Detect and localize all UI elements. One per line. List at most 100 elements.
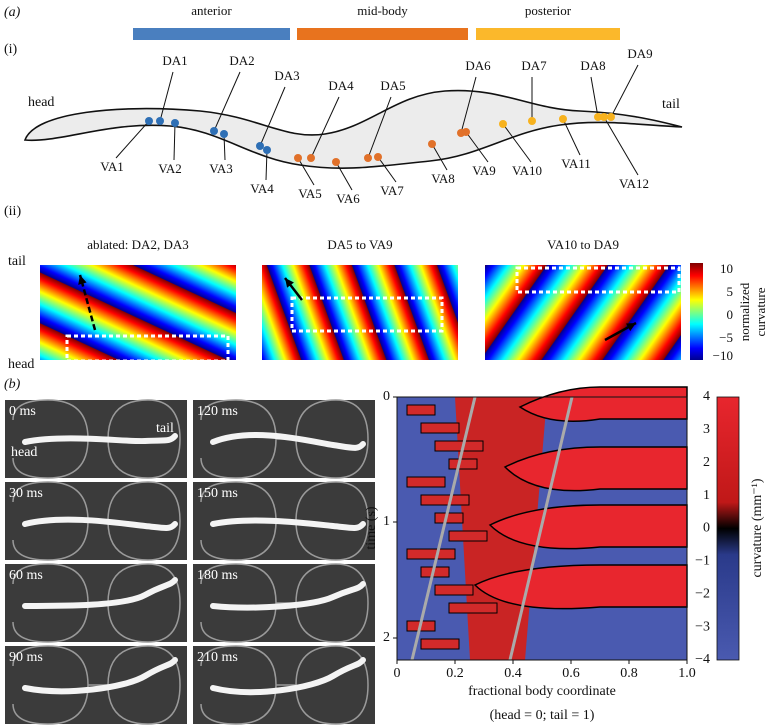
neuron-label: VA1 [100,159,124,174]
x-tick-label: 0.8 [620,666,638,681]
worm [22,577,178,609]
ablation-box [515,266,681,294]
colorbar-tick-label: 0 [703,521,710,536]
neuron-pointer [562,118,581,156]
neuron-label: VA12 [619,176,649,191]
x-tick-label: 0 [394,666,401,681]
neuron-pointer [265,149,268,181]
neuron-label: DA4 [328,78,354,93]
colorbar-label: curvature (mm⁻¹) [750,478,765,577]
neuron-label: VA4 [250,181,274,196]
kymo-patch [448,530,488,542]
heatmap-title: VA10 to DA9 [547,237,619,252]
colorbar-tick-label: −1 [695,554,710,569]
panel-label: (b) [4,377,21,392]
neuron-pointer [590,76,599,118]
neuron-pointer [213,71,241,132]
kymo-patch [434,584,474,596]
layer: (a) anterior mid-body posterior (i) head tail D… [4,3,768,725]
neuron-label: DA9 [627,46,652,61]
neuron [294,154,302,162]
neuron [499,120,507,128]
neuron [156,117,164,125]
neuron [220,130,228,138]
neuron-label: VA7 [380,183,404,198]
neuron-label: DA7 [521,58,547,73]
kymo-patch [448,458,478,470]
worm [210,657,366,696]
axis-bottom-label: head [8,357,34,372]
neuron [210,127,218,135]
head-label: head [28,95,54,110]
neuron-pointer [115,120,150,159]
frame-time: 0 ms [9,404,36,419]
colorbar-label: normalized [737,282,752,341]
neuron [428,140,436,148]
kymo-patch [406,404,436,416]
neuron-label: VA11 [561,156,591,171]
heatmap [485,265,681,360]
channel [12,563,181,643]
neuron-label: VA9 [472,163,496,178]
colorbar-tick-label: 5 [727,284,734,299]
kymo-patch [434,512,464,524]
worm [22,516,178,531]
neuron-label: DA6 [465,58,491,73]
frame-time: 150 ms [197,486,238,501]
frame-time: 30 ms [9,486,43,501]
neuron [594,113,602,121]
region-bar [133,28,290,40]
neuron-pointer [159,71,174,122]
kymo-frame [396,396,688,661]
neuron-pointer [377,156,397,183]
neuron [528,117,536,125]
colorbar-label: curvature [753,287,768,336]
neuron-pointer [367,96,392,159]
frame-time: 60 ms [9,568,43,583]
region-bar [297,28,468,40]
y-tick-label: 0 [383,389,390,404]
arrow-head [285,278,294,288]
neuron-label: VA2 [158,161,182,176]
neuron-pointer [465,131,489,163]
frame-time: 210 ms [197,650,238,665]
neuron [600,113,608,121]
channel [12,399,181,479]
neuron-pointer [297,157,315,186]
neuron-pointer [335,161,353,191]
subpanel-label: (ii) [4,204,21,219]
wave-arrow [78,274,97,331]
neuron-label: DA8 [580,58,605,73]
neuron [607,113,615,121]
frame-time: 120 ms [197,404,238,419]
colorbar-tick-label: 0 [727,307,734,322]
arrow-head [626,323,636,332]
neuron-pointer [502,123,532,163]
kymo-patch [420,422,460,434]
kymo-patch [434,440,484,452]
colorbar-tick-label: −10 [713,348,733,363]
neuron-pointer [259,86,286,147]
x-axis-sublabel: (head = 0; tail = 1) [490,708,595,723]
region-bar [476,28,620,40]
neuron-pointer [223,133,226,161]
neuron [332,158,340,166]
neuron [145,117,153,125]
colorbar-tick-label: 4 [703,389,710,404]
neuron-pointer [610,64,639,118]
neuron-label: VA8 [431,171,455,186]
y-axis-label: time (s) [364,506,379,549]
colorbar-tick-label: 10 [720,261,733,276]
colorbar-tick-label: 3 [703,422,710,437]
x-axis-label: fractional body coordinate [468,684,616,699]
neuron-pointer [460,76,477,134]
kymo-band [518,386,688,423]
worm-body [23,89,683,169]
neuron-pointer [603,116,639,176]
neuron-label: VA5 [298,186,322,201]
heatmap-title: ablated: DA2, DA3 [87,237,188,252]
y-tick-label: 2 [383,630,390,645]
colorbar-tick-label: 1 [703,488,710,503]
worm [210,517,366,531]
phase-line [410,396,477,661]
